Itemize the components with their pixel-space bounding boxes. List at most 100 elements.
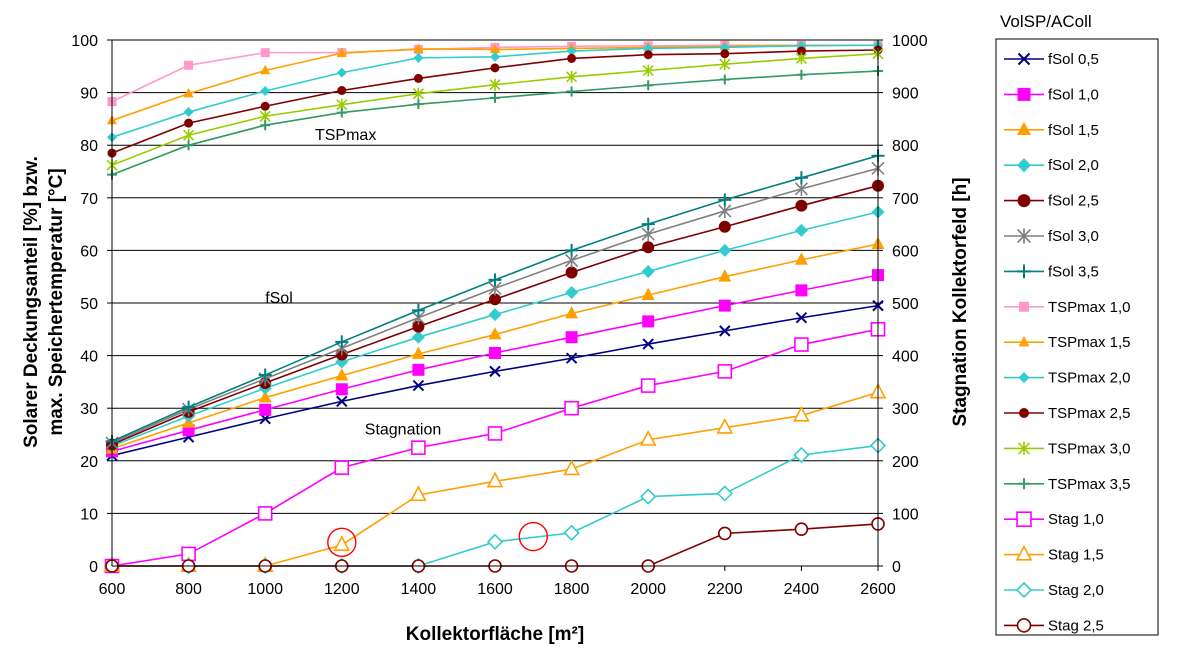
data-point [411, 346, 425, 359]
data-point [260, 101, 270, 111]
data-point [794, 522, 809, 536]
legend-item: fSol 1,0 [1004, 86, 1099, 103]
legend-item: Stag 2,5 [1004, 617, 1104, 634]
data-point [563, 459, 580, 476]
legend-item: fSol 2,0 [1004, 157, 1099, 174]
x-tick-1000: 1000 [247, 581, 283, 598]
data-point [412, 379, 425, 392]
data-point [795, 52, 807, 65]
data-point [182, 400, 196, 414]
legend-box [995, 38, 1159, 636]
legend-label: TSPmax 3,0 [1048, 440, 1131, 457]
data-point [260, 120, 271, 131]
y-tick-left-80: 80 [80, 138, 98, 155]
legend-label: Stag 2,0 [1048, 582, 1104, 599]
data-point [490, 92, 500, 103]
legend-item: TSPmax 3,5 [1004, 476, 1131, 493]
legend-label: fSol 0,5 [1048, 51, 1099, 68]
legend-swatch-marker [1017, 121, 1031, 136]
data-point [333, 535, 351, 552]
data-point [490, 63, 500, 73]
data-point [794, 223, 808, 237]
legend: fSol 0,5 fSol 1,0 fSol 1,5 fSol 2,0 fSol 2,5… [1004, 51, 1131, 634]
series-tspmax-2-5 [107, 45, 883, 158]
y-tick-left-60: 60 [80, 243, 98, 260]
legend-swatch-marker [1019, 301, 1029, 312]
data-point [642, 241, 655, 254]
data-point [795, 199, 808, 212]
annotations: TSPmax fSol Stagnation [265, 127, 548, 558]
data-point [336, 395, 348, 408]
data-point [719, 58, 731, 71]
legend-label: TSPmax 1,5 [1048, 334, 1131, 351]
data-point [564, 400, 579, 416]
legend-label: TSPmax 3,5 [1048, 476, 1131, 493]
x-tick-1600: 1600 [477, 581, 513, 598]
y-tick-left-10: 10 [80, 506, 98, 523]
data-point [488, 327, 502, 340]
data-point [641, 217, 655, 231]
data-point [567, 53, 577, 63]
x-axis-title: Kollektorfläche [m²] [406, 624, 584, 645]
data-point [563, 524, 580, 541]
y-tick-right-800: 800 [892, 138, 919, 155]
data-point [336, 47, 347, 57]
data-point [410, 485, 427, 502]
data-point [795, 284, 808, 297]
data-point [642, 64, 654, 77]
data-point [412, 320, 425, 333]
data-point [793, 405, 810, 422]
y-axis-title-right: Stagnation Kollektorfeld [h] [950, 177, 971, 426]
y-tick-right-100: 100 [892, 506, 919, 523]
x-tick-2000: 2000 [630, 581, 666, 598]
legend-item: fSol 2,5 [1004, 193, 1099, 210]
legend-label: fSol 3,0 [1048, 228, 1099, 245]
y-tick-left-50: 50 [80, 296, 98, 313]
y-tick-right-900: 900 [892, 86, 919, 103]
y-axis-title-left-line-2: max. Speichertemperatur [°C] [46, 168, 67, 435]
legend-swatch-marker [1017, 264, 1031, 279]
data-point [565, 306, 579, 319]
data-point [336, 107, 347, 118]
data-point [488, 273, 502, 287]
legend-swatch-marker [1016, 228, 1032, 244]
legend-item: TSPmax 2,0 [1004, 370, 1131, 387]
data-point [717, 526, 732, 541]
data-point [718, 193, 732, 207]
data-point [412, 87, 424, 100]
data-point [639, 429, 657, 446]
legend-swatch-marker [1017, 158, 1031, 173]
y-tick-left-100: 100 [71, 33, 98, 50]
data-point [489, 365, 501, 378]
y-tick-right-300: 300 [892, 401, 919, 418]
data-point [258, 368, 272, 382]
series-fsol-1-0 [106, 269, 884, 458]
data-point [184, 60, 194, 70]
data-point [642, 315, 655, 328]
data-point [487, 426, 503, 441]
legend-label: fSol 1,5 [1048, 122, 1099, 139]
data-point [642, 338, 654, 350]
legend-label: TSPmax 1,0 [1048, 299, 1131, 316]
y-tick-left-30: 30 [80, 401, 98, 418]
legend-label: TSPmax 2,0 [1048, 370, 1131, 387]
data-point [490, 43, 500, 54]
data-point [794, 171, 808, 185]
legend-item: fSol 3,5 [1004, 263, 1099, 280]
data-point [257, 506, 273, 521]
plot-area [103, 39, 887, 575]
data-point [411, 330, 425, 344]
data-point [489, 346, 501, 359]
y-tick-left-70: 70 [80, 191, 98, 208]
data-point [566, 86, 577, 97]
legend-swatch-marker [1016, 511, 1032, 528]
series-stag-2-0 [103, 437, 887, 575]
data-point [490, 51, 500, 62]
legend-swatch-marker [1016, 618, 1032, 633]
legend-item: Stag 2,0 [1004, 581, 1104, 599]
data-point [413, 43, 424, 53]
y-tick-left-0: 0 [89, 559, 98, 576]
data-point [565, 243, 579, 257]
legend-label: TSPmax 2,5 [1048, 405, 1131, 422]
legend-swatch-marker [1015, 581, 1033, 599]
